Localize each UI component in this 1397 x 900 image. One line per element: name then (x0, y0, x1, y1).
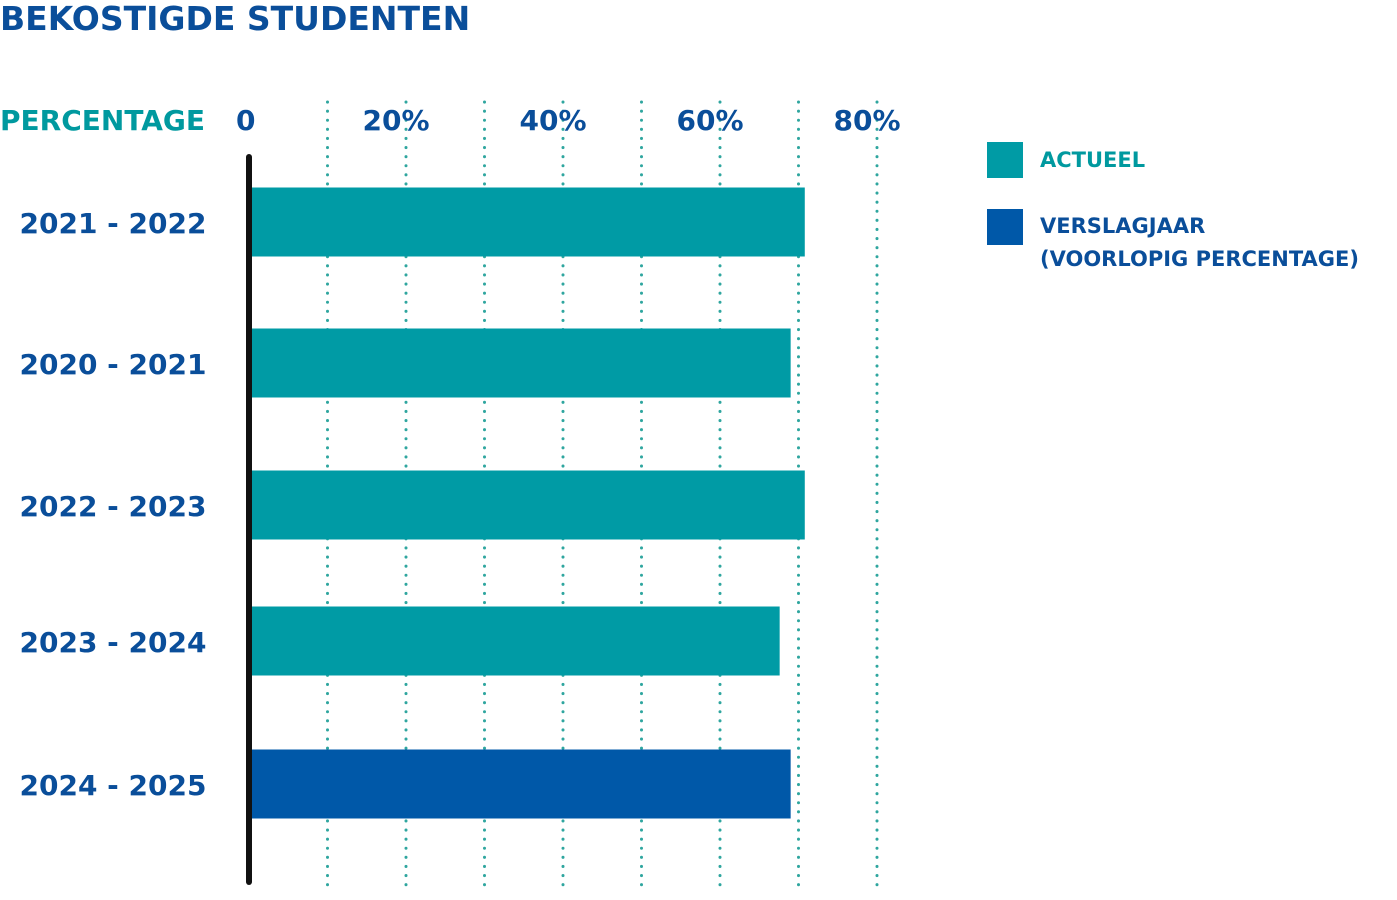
category-label: 2024 - 2025 (20, 769, 207, 802)
legend-label-verslagjaar-note: (VOORLOPIG PERCENTAGE) (1040, 247, 1359, 271)
x-tick-label-0: 0 (236, 104, 255, 137)
category-label: 2023 - 2024 (20, 626, 207, 659)
bar-2022-2023 (246, 470, 805, 540)
legend-label-verslagjaar: VERSLAGJAAR (1040, 214, 1205, 238)
category-label: 2020 - 2021 (20, 348, 207, 381)
bar-2021-2022 (246, 187, 805, 257)
category-label: 2021 - 2022 (20, 207, 207, 240)
x-tick-label-60: 60% (676, 104, 743, 137)
category-label: 2022 - 2023 (20, 490, 207, 523)
bar-2024-2025 (246, 749, 791, 819)
legend-label-actueel: ACTUEEL (1040, 148, 1145, 172)
chart-title: BEKOSTIGDE STUDENTEN (0, 0, 470, 38)
legend: ACTUEEL VERSLAGJAAR (VOORLOPIG PERCENTAG… (987, 142, 1359, 271)
legend-swatch-actueel (987, 142, 1023, 178)
bars (246, 187, 805, 819)
x-tick-label-40: 40% (519, 104, 586, 137)
x-tick-label-20: 20% (362, 104, 429, 137)
legend-swatch-verslagjaar (987, 209, 1023, 245)
x-axis-label: PERCENTAGE (0, 104, 205, 137)
bar-2020-2021 (246, 328, 791, 398)
category-labels: 2021 - 2022 2020 - 2021 2022 - 2023 2023 - … (20, 207, 207, 802)
x-tick-labels: 0 20% 40% 60% 80% (236, 104, 901, 137)
bar-2023-2024 (246, 606, 780, 676)
x-tick-label-80: 80% (833, 104, 900, 137)
